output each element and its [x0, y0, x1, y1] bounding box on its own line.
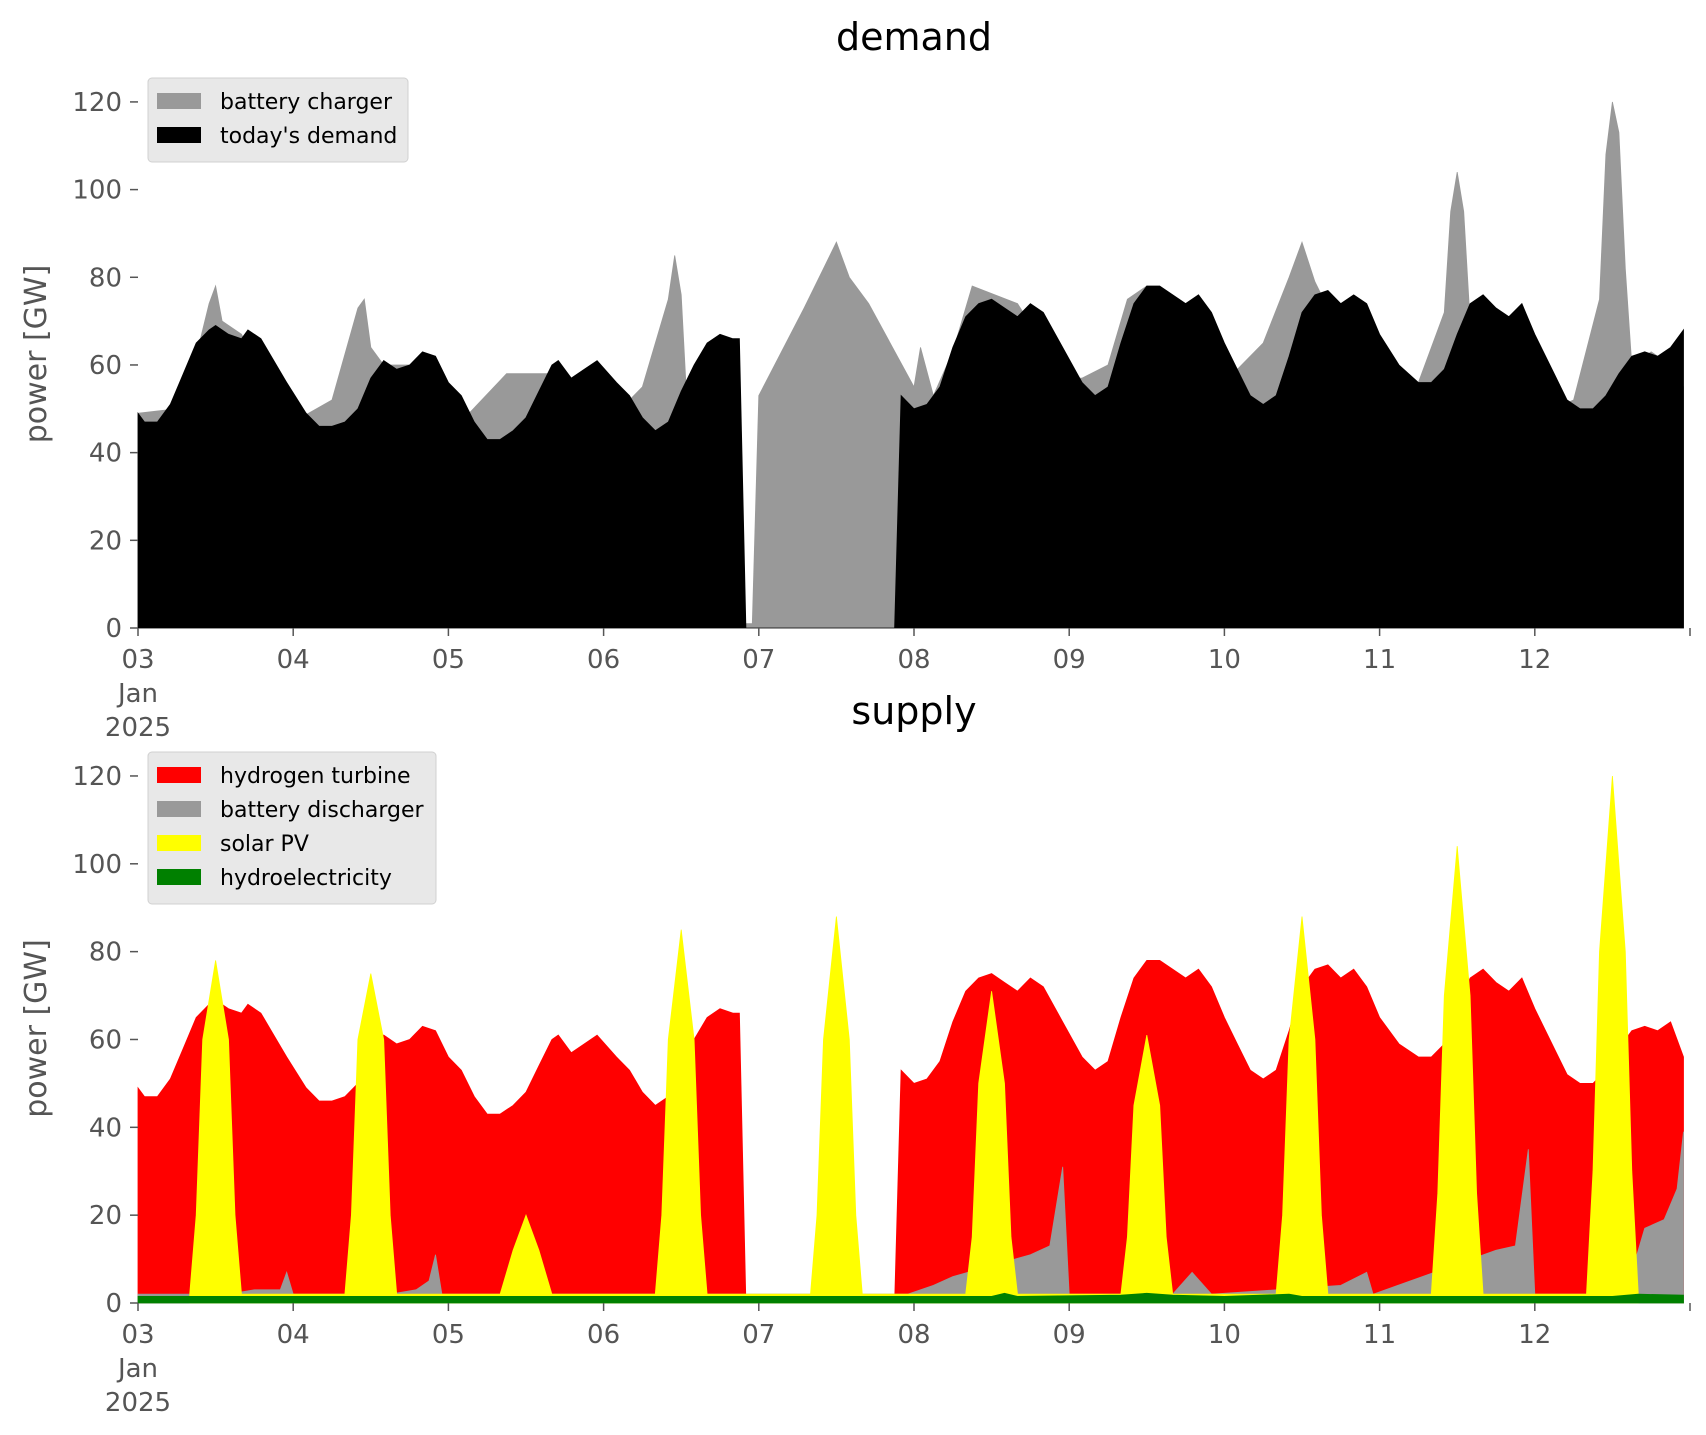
y-tick-label: 20	[89, 1201, 122, 1231]
chart-title: supply	[851, 689, 976, 733]
x-tick-label: 06	[587, 1320, 620, 1350]
legend-swatch-hydroelectricity	[157, 869, 201, 885]
chart-title: demand	[836, 15, 992, 59]
x-tick-label: Jan	[116, 679, 158, 709]
legend: hydrogen turbine battery discharger solar …	[147, 751, 437, 905]
legend-swatch-battery-discharger	[157, 801, 201, 817]
x-tick-label: 2025	[105, 1388, 171, 1418]
supply-series-solar-pv	[189, 775, 1639, 1304]
x-tick-label: 12	[1518, 1320, 1551, 1350]
legend-label-today-s-demand: today's demand	[220, 124, 397, 149]
legend-box	[147, 77, 409, 163]
x-tick-label: 10	[1208, 645, 1241, 675]
legend-box	[147, 751, 437, 905]
x-tick-label: 03	[121, 645, 154, 675]
x-tick-label: 09	[1053, 1320, 1086, 1350]
legend-label-battery-discharger: battery discharger	[220, 798, 425, 823]
x-tick-label: Jan	[116, 1354, 158, 1384]
x-tick-label: 08	[897, 645, 930, 675]
y-tick-label: 100	[72, 176, 122, 206]
y-axis-label: power [GW]	[19, 939, 54, 1118]
legend: battery charger today's demand	[147, 77, 409, 163]
x-tick-label: 10	[1208, 1320, 1241, 1350]
legend-swatch-today-s-demand	[157, 127, 201, 143]
legend-swatch-solar-pv	[157, 835, 201, 851]
legend-label-hydroelectricity: hydroelectricity	[220, 866, 392, 891]
supply-panel: 0 20 40 60 80 100 120 03 Jan 2025 04 05 06 07 08 09 10 11…	[19, 689, 1691, 1418]
y-tick-label: 60	[89, 1025, 122, 1055]
y-tick-label: 60	[89, 351, 122, 381]
legend-swatch-hydrogen-turbine	[157, 767, 201, 783]
legend-label-hydrogen-turbine: hydrogen turbine	[220, 764, 411, 789]
demand-panel: 0 20 40 60 80 100 120 03 Jan 2025 04 05 06 07 08 09 10 11…	[19, 15, 1691, 743]
y-tick-label: 120	[72, 762, 122, 792]
y-tick-label: 40	[89, 1113, 122, 1143]
x-tick-label: 07	[742, 645, 775, 675]
x-tick-label: 2025	[105, 713, 171, 743]
legend-label-battery-charger: battery charger	[220, 90, 393, 115]
y-tick-label: 20	[89, 526, 122, 556]
y-tick-label: 100	[72, 850, 122, 880]
legend-swatch-battery-charger	[157, 93, 201, 109]
x-tick-label: 09	[1053, 645, 1086, 675]
x-tick-label: 12	[1518, 645, 1551, 675]
supply-series-hydroelectricity	[137, 1292, 1684, 1304]
x-tick-label: 05	[432, 645, 465, 675]
x-tick-label: 08	[897, 1320, 930, 1350]
y-tick-label: 120	[72, 88, 122, 118]
x-tick-label: 05	[432, 1320, 465, 1350]
y-axis-label: power [GW]	[19, 265, 54, 444]
x-tick-label: 03	[121, 1320, 154, 1350]
x-tick-label: 04	[277, 645, 310, 675]
y-tick-label: 80	[89, 263, 122, 293]
y-tick-label: 0	[105, 614, 122, 644]
x-tick-label: 07	[742, 1320, 775, 1350]
y-tick-label: 0	[105, 1289, 122, 1319]
y-tick-label: 40	[89, 439, 122, 469]
x-tick-label: 11	[1363, 1320, 1396, 1350]
x-tick-label: 04	[277, 1320, 310, 1350]
x-tick-label: 06	[587, 645, 620, 675]
y-tick-label: 80	[89, 938, 122, 968]
x-tick-label: 11	[1363, 645, 1396, 675]
demand-series-today-s-demand	[137, 285, 1684, 629]
legend-label-solar-pv: solar PV	[220, 832, 309, 857]
